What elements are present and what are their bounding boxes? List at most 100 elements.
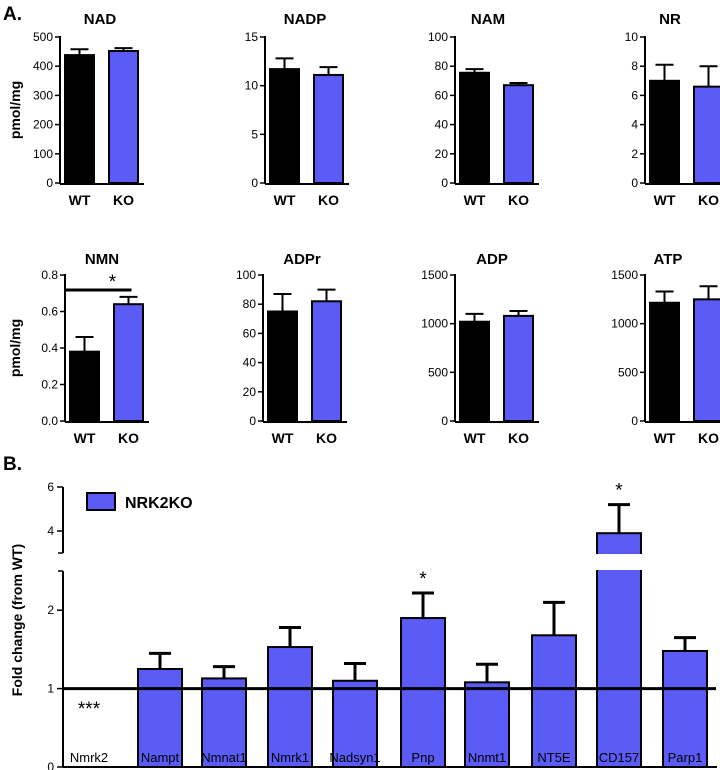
- p2-y-tick-label: 80: [435, 59, 449, 73]
- b-significance-nmrk2: ***: [78, 699, 101, 720]
- b-bar-nmnat1: [201, 677, 247, 769]
- p3-y-tick-label: 0: [631, 176, 638, 190]
- p7-y-tick-label: 1000: [611, 317, 638, 331]
- p5-y-tick-label: 80: [243, 297, 257, 311]
- p0-y-tick-label: 100: [33, 147, 53, 161]
- p1-bar-ko: [313, 73, 344, 184]
- p4-bar-ko: [113, 303, 144, 423]
- b-x-label-nmrk1: Nmrk1: [271, 750, 309, 765]
- p3-y-tick-label: 8: [631, 59, 638, 73]
- p5-x-label-wt: WT: [272, 430, 294, 446]
- b-bar-pnp: [400, 617, 446, 768]
- p1-title: NADP: [284, 11, 327, 28]
- p5-y-tick-label: 0: [249, 414, 256, 428]
- b-x-label-pnp: Pnp: [411, 750, 434, 765]
- b-bar-break-cd157: [595, 554, 643, 570]
- b-y-axis-label: Fold change (from WT): [9, 544, 25, 696]
- p2-title: NAM: [471, 11, 505, 28]
- p1-bar-wt: [269, 68, 300, 184]
- p1-y-tick-label: 15: [245, 30, 259, 44]
- p2-y-tick-label: 20: [435, 147, 449, 161]
- p3-bar-wt: [649, 79, 680, 184]
- p2-bar-ko: [503, 84, 534, 184]
- p2-bar-wt: [459, 71, 490, 184]
- p4-y-tick-label: 0.0: [41, 414, 58, 428]
- p6-title: ADP: [476, 251, 508, 268]
- p0-bar-wt: [64, 54, 95, 185]
- p3-x-label-wt: WT: [654, 192, 676, 208]
- p4-y-tick-label: 0.8: [41, 268, 58, 282]
- p0-y-tick-label: 500: [33, 30, 53, 44]
- p0-y-tick-label: 200: [33, 118, 53, 132]
- p5-y-tick-label: 100: [236, 268, 256, 282]
- p4-y-axis-label: pmol/mg: [7, 319, 23, 377]
- p0-y-tick-label: 400: [33, 59, 53, 73]
- p1-x-label-ko: KO: [318, 192, 339, 208]
- p7-x-label-ko: KO: [698, 430, 719, 446]
- p3-y-tick-label: 10: [625, 30, 639, 44]
- p5-title: ADPr: [283, 251, 321, 268]
- p7-bar-wt: [649, 301, 680, 422]
- p0-y-axis-label: pmol/mg: [7, 81, 23, 139]
- p0-bar-ko: [108, 50, 139, 184]
- b-x-label-nt5e: NT5E: [537, 750, 571, 765]
- p5-y-tick-label: 20: [243, 385, 257, 399]
- b-y-tick-label: 2: [47, 603, 54, 617]
- b-bar-nampt: [137, 668, 183, 768]
- b-x-label-nnmt1: Nnmt1: [468, 750, 506, 765]
- p5-bar-ko: [311, 300, 342, 422]
- p6-y-tick-label: 1500: [421, 268, 448, 282]
- b-bar-nmrk1: [267, 646, 313, 768]
- p4-bar-wt: [69, 350, 100, 422]
- p4-y-tick-label: 0.2: [41, 378, 58, 392]
- b-x-label-cd157: CD157: [599, 750, 639, 765]
- p7-y-tick-label: 0: [631, 414, 638, 428]
- p7-x-label-wt: WT: [654, 430, 676, 446]
- p3-x-label-ko: KO: [698, 192, 719, 208]
- p1-x-label-wt: WT: [274, 192, 296, 208]
- p0-title: NAD: [84, 11, 117, 28]
- b-bar-nnmt1: [464, 681, 510, 768]
- p2-y-tick-label: 40: [435, 118, 449, 132]
- p6-y-tick-label: 1000: [421, 317, 448, 331]
- p5-y-tick-label: 60: [243, 326, 257, 340]
- b-x-label-parp1: Parp1: [668, 750, 703, 765]
- p4-title: NMN: [85, 251, 119, 268]
- p0-x-label-wt: WT: [69, 192, 91, 208]
- b-significance-cd157: *: [615, 481, 623, 502]
- p6-y-tick-label: 0: [441, 414, 448, 428]
- p2-y-tick-label: 0: [441, 176, 448, 190]
- b-legend-swatch: [86, 492, 116, 511]
- b-y-tick-label: 0: [47, 760, 54, 770]
- p1-y-tick-label: 10: [245, 79, 259, 93]
- p0-y-tick-label: 0: [46, 176, 53, 190]
- p3-y-tick-label: 2: [631, 147, 638, 161]
- b-bar-nt5e: [531, 634, 577, 769]
- p1-y-tick-label: 0: [251, 176, 258, 190]
- b-y-tick-label: 6: [47, 480, 54, 494]
- p2-y-tick-label: 100: [428, 30, 448, 44]
- b-legend-label: NRK2KO: [125, 495, 193, 512]
- p0-x-label-ko: KO: [113, 192, 134, 208]
- p5-y-tick-label: 40: [243, 356, 257, 370]
- b-x-label-nadsyn1: Nadsyn1: [329, 750, 380, 765]
- p7-y-tick-label: 1500: [611, 268, 638, 282]
- p7-bar-ko: [693, 298, 720, 423]
- p7-y-tick-label: 500: [618, 365, 638, 379]
- b-x-label-nampt: Nampt: [141, 750, 180, 765]
- p4-significance-star: *: [109, 272, 117, 293]
- b-significance-pnp: *: [419, 569, 427, 590]
- p3-bar-ko: [693, 85, 720, 184]
- p2-y-tick-label: 60: [435, 88, 449, 102]
- b-x-label-nmnat1: Nmnat1: [201, 750, 247, 765]
- p3-y-tick-label: 6: [631, 88, 638, 102]
- b-bar-parp1: [662, 649, 708, 769]
- p6-bar-wt: [459, 320, 490, 422]
- panel-b-label: B.: [3, 454, 22, 475]
- p2-x-label-wt: WT: [464, 192, 486, 208]
- p6-y-tick-label: 500: [428, 365, 448, 379]
- p2-x-label-ko: KO: [508, 192, 529, 208]
- b-y-tick-label: 1: [47, 682, 54, 696]
- b-x-label-nmrk2: Nmrk2: [70, 750, 108, 765]
